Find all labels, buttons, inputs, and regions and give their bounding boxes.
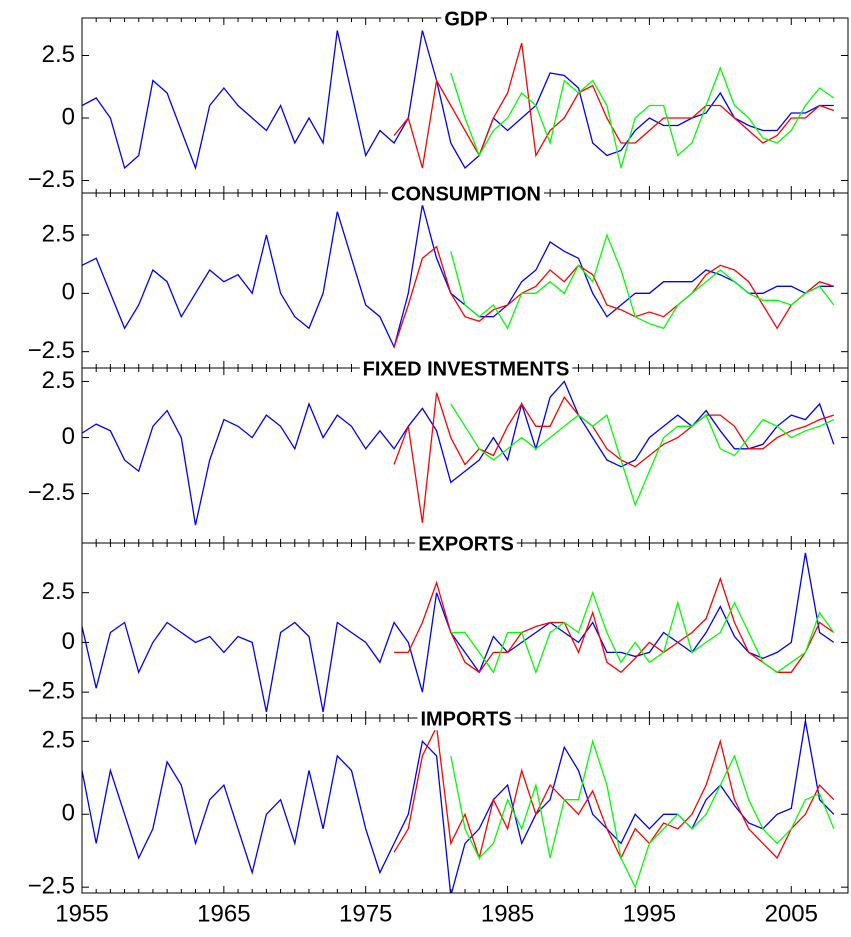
series-line [82, 552, 835, 713]
y-tick-label: 0 [62, 628, 75, 655]
y-tick-label: 2.5 [42, 727, 75, 754]
title-background [388, 183, 544, 206]
panel [82, 552, 835, 713]
series-line [393, 42, 835, 169]
y-tick-label: −2.5 [28, 337, 75, 364]
y-tick-label: −2.5 [28, 873, 75, 900]
y-tick-label: 0 [62, 800, 75, 827]
y-tick-label: 2.5 [42, 220, 75, 247]
panel [82, 720, 835, 893]
panel [82, 204, 835, 349]
series-line [450, 590, 835, 675]
y-tick-label: 0 [62, 423, 75, 450]
panel-title: EXPORTS [418, 533, 514, 555]
panel [82, 380, 835, 526]
y-tick-label: −2.5 [28, 677, 75, 704]
y-tick-label: 2.5 [42, 367, 75, 394]
x-tick-label: 1955 [55, 900, 108, 927]
panel-title: CONSUMPTION [391, 183, 541, 205]
x-tick-label: 1965 [197, 900, 250, 927]
title-background [441, 8, 491, 31]
x-tick-label: 1985 [481, 900, 534, 927]
panel [82, 30, 835, 171]
title-background [415, 533, 517, 556]
series-line [450, 66, 835, 169]
series-line [82, 30, 834, 171]
y-tick-label: 2.5 [42, 41, 75, 68]
y-tick-label: 2.5 [42, 578, 75, 605]
axes-frame [81, 542, 849, 719]
y-tick-label: 0 [62, 279, 75, 306]
series-line [450, 233, 835, 330]
series-line [82, 380, 835, 526]
y-tick-label: −2.5 [28, 479, 75, 506]
x-tick-label: 2005 [765, 900, 818, 927]
title-background [417, 708, 515, 731]
panel-title: FIXED INVESTMENTS [363, 358, 570, 380]
y-tick-label: −2.5 [28, 166, 75, 193]
series-line [82, 720, 835, 893]
x-tick-label: 1995 [623, 900, 676, 927]
series-line [82, 204, 834, 349]
series-line [393, 245, 835, 348]
series-line [394, 576, 835, 674]
y-tick-label: 0 [62, 103, 75, 130]
series-line [450, 738, 835, 889]
panel-title: IMPORTS [420, 708, 511, 730]
title-background [359, 358, 573, 381]
panel-title: GDP [444, 8, 487, 30]
x-tick-label: 1975 [339, 900, 392, 927]
axes-frame [81, 717, 849, 894]
series-line [393, 392, 834, 523]
series-line [393, 724, 835, 861]
series-line [450, 403, 835, 507]
